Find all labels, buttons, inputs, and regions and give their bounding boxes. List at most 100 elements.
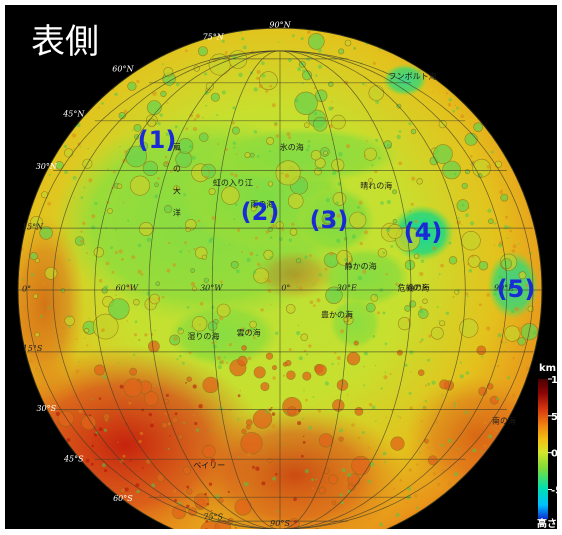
place-name: 雲の海	[237, 327, 261, 337]
crater	[390, 436, 405, 451]
latitude-label: 45°N	[62, 109, 85, 118]
terrain-speckle	[88, 414, 92, 417]
terrain-speckle	[466, 295, 469, 298]
terrain-speckle	[363, 365, 365, 368]
terrain-speckle	[378, 156, 381, 160]
terrain-speckle	[119, 384, 124, 389]
terrain-speckle	[169, 85, 171, 87]
terrain-speckle	[135, 483, 140, 488]
terrain-speckle	[282, 161, 284, 164]
terrain-speckle	[159, 113, 163, 117]
terrain-speckle	[219, 361, 223, 365]
terrain-speckle	[311, 478, 314, 481]
crater	[285, 360, 292, 367]
crater	[315, 364, 327, 376]
terrain-speckle	[203, 72, 208, 76]
terrain-speckle	[232, 106, 236, 110]
terrain-speckle	[86, 252, 88, 255]
crater	[448, 256, 458, 265]
terrain-speckle	[219, 316, 224, 321]
crater	[410, 128, 417, 135]
terrain-speckle	[237, 228, 241, 232]
terrain-speckle	[261, 61, 265, 65]
terrain-speckle	[111, 192, 113, 194]
terrain-speckle	[505, 215, 508, 219]
terrain-speckle	[312, 283, 315, 286]
terrain-speckle	[253, 87, 258, 92]
terrain-speckle	[85, 458, 90, 463]
terrain-speckle	[124, 150, 128, 154]
terrain-speckle	[164, 160, 169, 166]
terrain-speckle	[232, 141, 237, 145]
terrain-speckle	[454, 472, 459, 477]
terrain-speckle	[240, 32, 243, 34]
crater	[177, 434, 183, 440]
terrain-speckle	[511, 309, 515, 314]
terrain-speckle	[272, 476, 276, 481]
crater	[230, 260, 239, 269]
terrain-speckle	[227, 490, 230, 493]
crater	[265, 352, 274, 360]
terrain-speckle	[136, 489, 140, 494]
terrain-speckle	[115, 228, 117, 231]
terrain-speckle	[357, 436, 361, 440]
terrain-speckle	[271, 103, 276, 108]
terrain-speckle	[382, 251, 386, 254]
terrain-speckle	[335, 201, 339, 205]
terrain-speckle	[454, 104, 456, 107]
terrain-speckle	[355, 362, 358, 365]
terrain-speckle	[86, 344, 89, 347]
terrain-speckle	[305, 398, 308, 402]
terrain-speckle	[88, 178, 93, 183]
terrain-speckle	[238, 72, 243, 78]
terrain-speckle	[195, 114, 201, 119]
terrain-speckle	[106, 371, 110, 375]
place-name-char: の	[173, 164, 181, 173]
crater	[266, 137, 275, 146]
crater	[353, 340, 359, 346]
terrain-speckle	[206, 509, 211, 514]
terrain-speckle	[269, 236, 273, 239]
terrain-speckle	[237, 394, 241, 398]
crater	[486, 383, 494, 390]
region-label: (2)	[241, 198, 280, 226]
crater	[464, 132, 478, 146]
latitude-label: 75°S	[203, 513, 223, 522]
terrain-speckle	[512, 244, 517, 249]
terrain-speckle	[386, 199, 391, 205]
terrain-speckle	[281, 172, 284, 175]
terrain-speckle	[419, 309, 423, 314]
terrain-speckle	[157, 297, 160, 301]
terrain-speckle	[253, 336, 256, 340]
region-labels: (1) (2) (3) (4) (5)	[138, 126, 536, 303]
terrain-speckle	[511, 249, 516, 253]
region-label: (3)	[310, 206, 349, 234]
terrain-speckle	[188, 250, 190, 252]
terrain-speckle	[215, 494, 220, 499]
terrain-speckle	[186, 504, 190, 509]
terrain-speckle	[183, 193, 187, 197]
latitude-label: 30°S	[36, 404, 56, 413]
map-frame: 90°N 75°N 60°N 45°N 30°N 15°N 0° 15°S 30°S 45°S 60…	[5, 5, 557, 529]
terrain-speckle	[315, 74, 318, 77]
crater	[439, 320, 446, 327]
terrain-speckle	[318, 64, 323, 69]
terrain-speckle	[64, 170, 68, 175]
crater	[351, 455, 371, 476]
terrain-speckle	[241, 250, 243, 253]
crater	[244, 152, 251, 159]
crater	[368, 177, 373, 183]
terrain-speckle	[371, 164, 374, 167]
crater	[147, 340, 160, 353]
terrain-speckle	[390, 245, 394, 248]
terrain-speckle	[87, 147, 89, 150]
terrain-speckle	[505, 341, 507, 344]
terrain-speckle	[226, 362, 229, 364]
terrain-speckle	[117, 441, 119, 443]
crater	[414, 253, 420, 259]
crater	[365, 302, 376, 313]
terrain-speckle	[271, 412, 276, 416]
terrain-speckle	[83, 243, 86, 246]
terrain-speckle	[154, 194, 159, 199]
terrain-speckle	[424, 384, 427, 387]
